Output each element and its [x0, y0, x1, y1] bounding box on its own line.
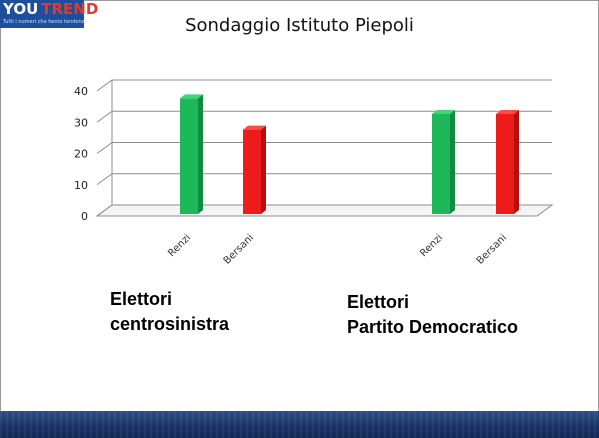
- gridline: [96, 79, 552, 92]
- gridline: [96, 173, 552, 186]
- bar-top: [496, 110, 519, 114]
- bar-renzi: [180, 98, 198, 214]
- bar-side: [450, 110, 455, 214]
- bar-top: [180, 94, 203, 99]
- bar-top: [243, 125, 266, 130]
- y-tick-label: 40: [74, 85, 88, 98]
- bar-bersani: [243, 129, 261, 214]
- bar-side: [514, 110, 519, 214]
- x-tick-label: Bersani: [222, 232, 256, 266]
- group-label-partito-democratico: Elettori Partito Democratico: [347, 292, 519, 337]
- y-tick-label: 10: [74, 179, 88, 192]
- y-tick-label: 20: [74, 148, 88, 161]
- logo-tagline: Tutti i numeri che fanno tendenza: [3, 19, 88, 25]
- group-label-centrosinistra: Elettori centrosinistra: [110, 289, 230, 334]
- y-tick-label: 30: [74, 116, 88, 129]
- footer-bar: [0, 411, 599, 438]
- bar-side: [198, 94, 203, 214]
- youtrend-logo: YOU TREND Tutti i numeri che fanno tenden…: [0, 0, 98, 28]
- gridline: [96, 142, 552, 154]
- bar-top: [432, 110, 455, 114]
- bar-side: [261, 125, 266, 214]
- gridline: [96, 110, 552, 123]
- chart-title: Sondaggio Istituto Piepoli: [185, 15, 414, 36]
- logo-wordmark: YOU TREND: [3, 0, 99, 18]
- x-tick-label: Bersani: [475, 232, 509, 266]
- bar-renzi: [432, 114, 450, 214]
- x-tick-label: Renzi: [166, 232, 193, 259]
- bar-bersani: [496, 114, 514, 214]
- y-tick-label: 0: [81, 210, 88, 223]
- x-tick-label: Renzi: [418, 232, 445, 259]
- chart-floor: [95, 204, 554, 217]
